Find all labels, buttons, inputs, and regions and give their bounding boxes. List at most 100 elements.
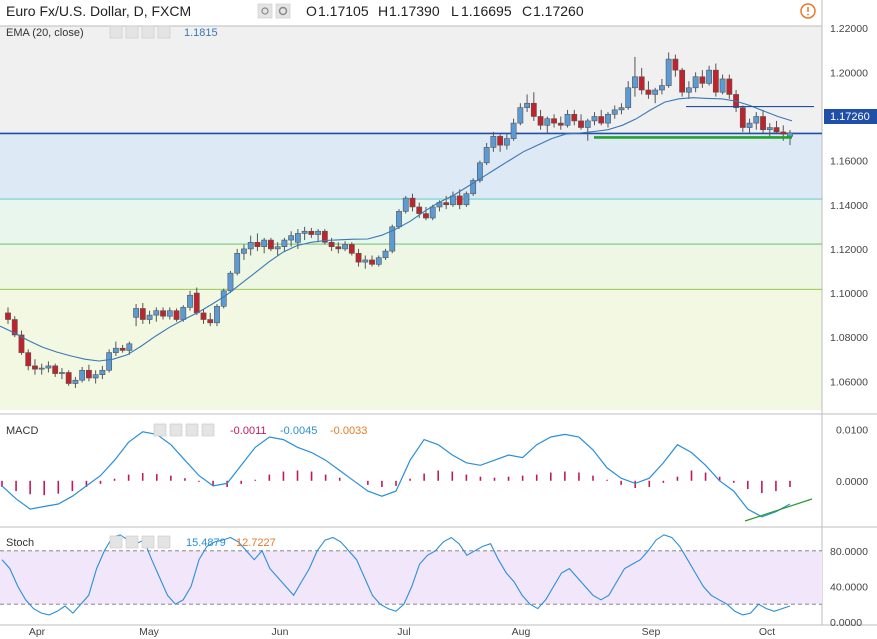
candle-body [72, 379, 79, 384]
macd-header: MACD -0.0011 -0.0045 -0.0033 [6, 423, 367, 437]
time-tick-label: Aug [512, 626, 531, 638]
candle-body [443, 202, 450, 206]
header: Euro Fx/U.S. Dollar, D, FXCM O 1.17105 H… [6, 3, 816, 39]
macd-value-3: -0.0033 [330, 425, 367, 437]
candle-body [699, 76, 706, 84]
time-tick-label: Jun [272, 626, 289, 638]
candle-body [456, 195, 463, 206]
stoch-tick-label: 80.0000 [830, 546, 868, 558]
ema-label[interactable]: EMA (20, close) [6, 27, 84, 39]
candles[interactable] [5, 52, 793, 388]
price-tick-label: 1.10000 [830, 288, 868, 300]
macd-trend-line [744, 498, 813, 522]
candle-body [321, 230, 328, 243]
price-tick-label: 1.06000 [830, 376, 868, 388]
macd-label[interactable]: MACD [6, 425, 38, 437]
candle-body [79, 369, 86, 381]
candle-body [551, 118, 557, 124]
candle-body [510, 122, 517, 139]
fib-zone-lime [0, 244, 822, 290]
header-eye-icon[interactable] [257, 3, 273, 19]
candle-body [261, 239, 268, 247]
stoch-value-2: 12.7227 [236, 537, 276, 549]
macd-eye-icon[interactable] [153, 423, 167, 437]
candle-body [497, 136, 504, 146]
candle-body [578, 120, 584, 128]
price-badge-text: 1.17260 [830, 111, 870, 123]
candle-body [618, 107, 625, 111]
candle-body [25, 352, 32, 367]
stoch-gear-icon[interactable] [125, 535, 139, 549]
ohlc-high-label: H [378, 3, 388, 19]
candle-body [524, 102, 530, 108]
candle-body [544, 118, 551, 126]
price-axis[interactable]: 1.06000 1.08000 1.10000 1.12000 1.14000 1.160… [830, 23, 868, 388]
candle-body [362, 259, 369, 263]
ohlc-low-label: L [451, 3, 459, 19]
candle-body [584, 120, 591, 128]
upper-zone [0, 26, 822, 134]
candle-body [692, 76, 699, 89]
candle-body [402, 197, 409, 212]
symbol-title[interactable]: Euro Fx/U.S. Dollar, D, FXCM [6, 3, 191, 19]
ema-close-icon[interactable] [157, 25, 171, 39]
candle-body [712, 69, 719, 93]
candle-body [470, 180, 477, 195]
candle-body [571, 113, 578, 122]
candle-body [429, 206, 436, 219]
candle-body [652, 89, 659, 95]
candle-body [106, 352, 113, 371]
ohlc-high: 1.17390 [389, 3, 440, 19]
candle-body [328, 241, 335, 247]
macd-close-icon[interactable] [201, 423, 215, 437]
stoch-plus-icon[interactable] [141, 535, 155, 549]
ohlc-open-label: O [306, 3, 317, 19]
macd-gear-icon[interactable] [169, 423, 183, 437]
candle-body [389, 226, 396, 252]
candle-body [193, 292, 200, 314]
candle-body [416, 206, 423, 214]
time-axis[interactable]: Apr May Jun Jul Aug Sep Oct [29, 626, 775, 638]
candle-body [780, 131, 787, 135]
macd-value-2: -0.0045 [280, 425, 317, 437]
candle-body [200, 312, 207, 320]
candle-body [133, 308, 139, 318]
candle-body [45, 365, 52, 369]
candle-body [679, 69, 686, 93]
macd-plus-icon[interactable] [185, 423, 199, 437]
price-tick-label: 1.22000 [830, 23, 868, 35]
ema-tools[interactable] [109, 25, 171, 39]
ema-gear-icon[interactable] [125, 25, 139, 39]
stoch-eye-icon[interactable] [109, 535, 123, 549]
candle-body [611, 109, 618, 115]
candle-body [517, 107, 524, 124]
candle-body [632, 76, 638, 89]
macd-tick-label: 0.0100 [836, 424, 868, 436]
ema-line [0, 97, 793, 362]
candle-body [490, 136, 497, 148]
candle-body [315, 230, 322, 235]
price-tick-label: 1.08000 [830, 332, 868, 344]
ema-eye-icon[interactable] [109, 25, 123, 39]
candle-body [450, 195, 456, 206]
stoch-close-icon[interactable] [157, 535, 171, 549]
header-gear-icon[interactable] [275, 3, 291, 19]
candle-body [638, 76, 645, 91]
candle-body [355, 253, 362, 263]
ema-plus-icon[interactable] [141, 25, 155, 39]
candle-body [281, 239, 288, 247]
macd-pane: 0.0100 0.0000 [1, 424, 868, 522]
macd-line [1, 431, 791, 518]
candle-body [423, 213, 429, 219]
candle-body [409, 197, 416, 208]
alert-icon[interactable] [800, 3, 816, 19]
candle-body [214, 305, 220, 324]
candle-body [463, 193, 470, 206]
candle-body [153, 310, 160, 316]
candle-body [726, 78, 733, 95]
stoch-label[interactable]: Stoch [6, 537, 34, 549]
candle-body [227, 272, 234, 292]
price-tick-label: 1.16000 [830, 156, 868, 168]
